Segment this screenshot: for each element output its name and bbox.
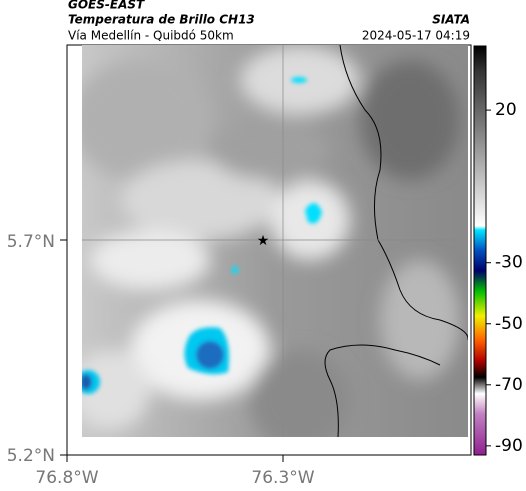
source: SIATA	[432, 13, 470, 27]
colorbar	[473, 45, 487, 456]
lat-tick-label: 5.7°N	[7, 232, 55, 252]
route: Vía Medellín - Quibdó 50km	[68, 29, 234, 43]
satellite-image: ★	[82, 45, 468, 437]
subtitle: Temperatura de Brillo CH13	[68, 13, 255, 27]
colorbar-tick-label: -50	[495, 314, 523, 334]
colorbar-ticks: 20 -30 -50 -70 -90	[486, 100, 523, 456]
colorbar-tick-label: -70	[495, 375, 523, 395]
title: GOES-EAST	[68, 0, 145, 12]
colorbar-tick-label: -90	[495, 436, 523, 456]
location-marker: ★	[257, 233, 270, 249]
timestamp: 2024-05-17 04:19	[362, 29, 470, 43]
lat-tick-label: 5.2°N	[7, 446, 55, 466]
lon-tick-label: 76.3°W	[251, 468, 314, 488]
colorbar-tick-label: 20	[495, 100, 517, 120]
lon-tick-label: 76.8°W	[35, 468, 98, 488]
colorbar-tick-label: -30	[495, 253, 523, 273]
